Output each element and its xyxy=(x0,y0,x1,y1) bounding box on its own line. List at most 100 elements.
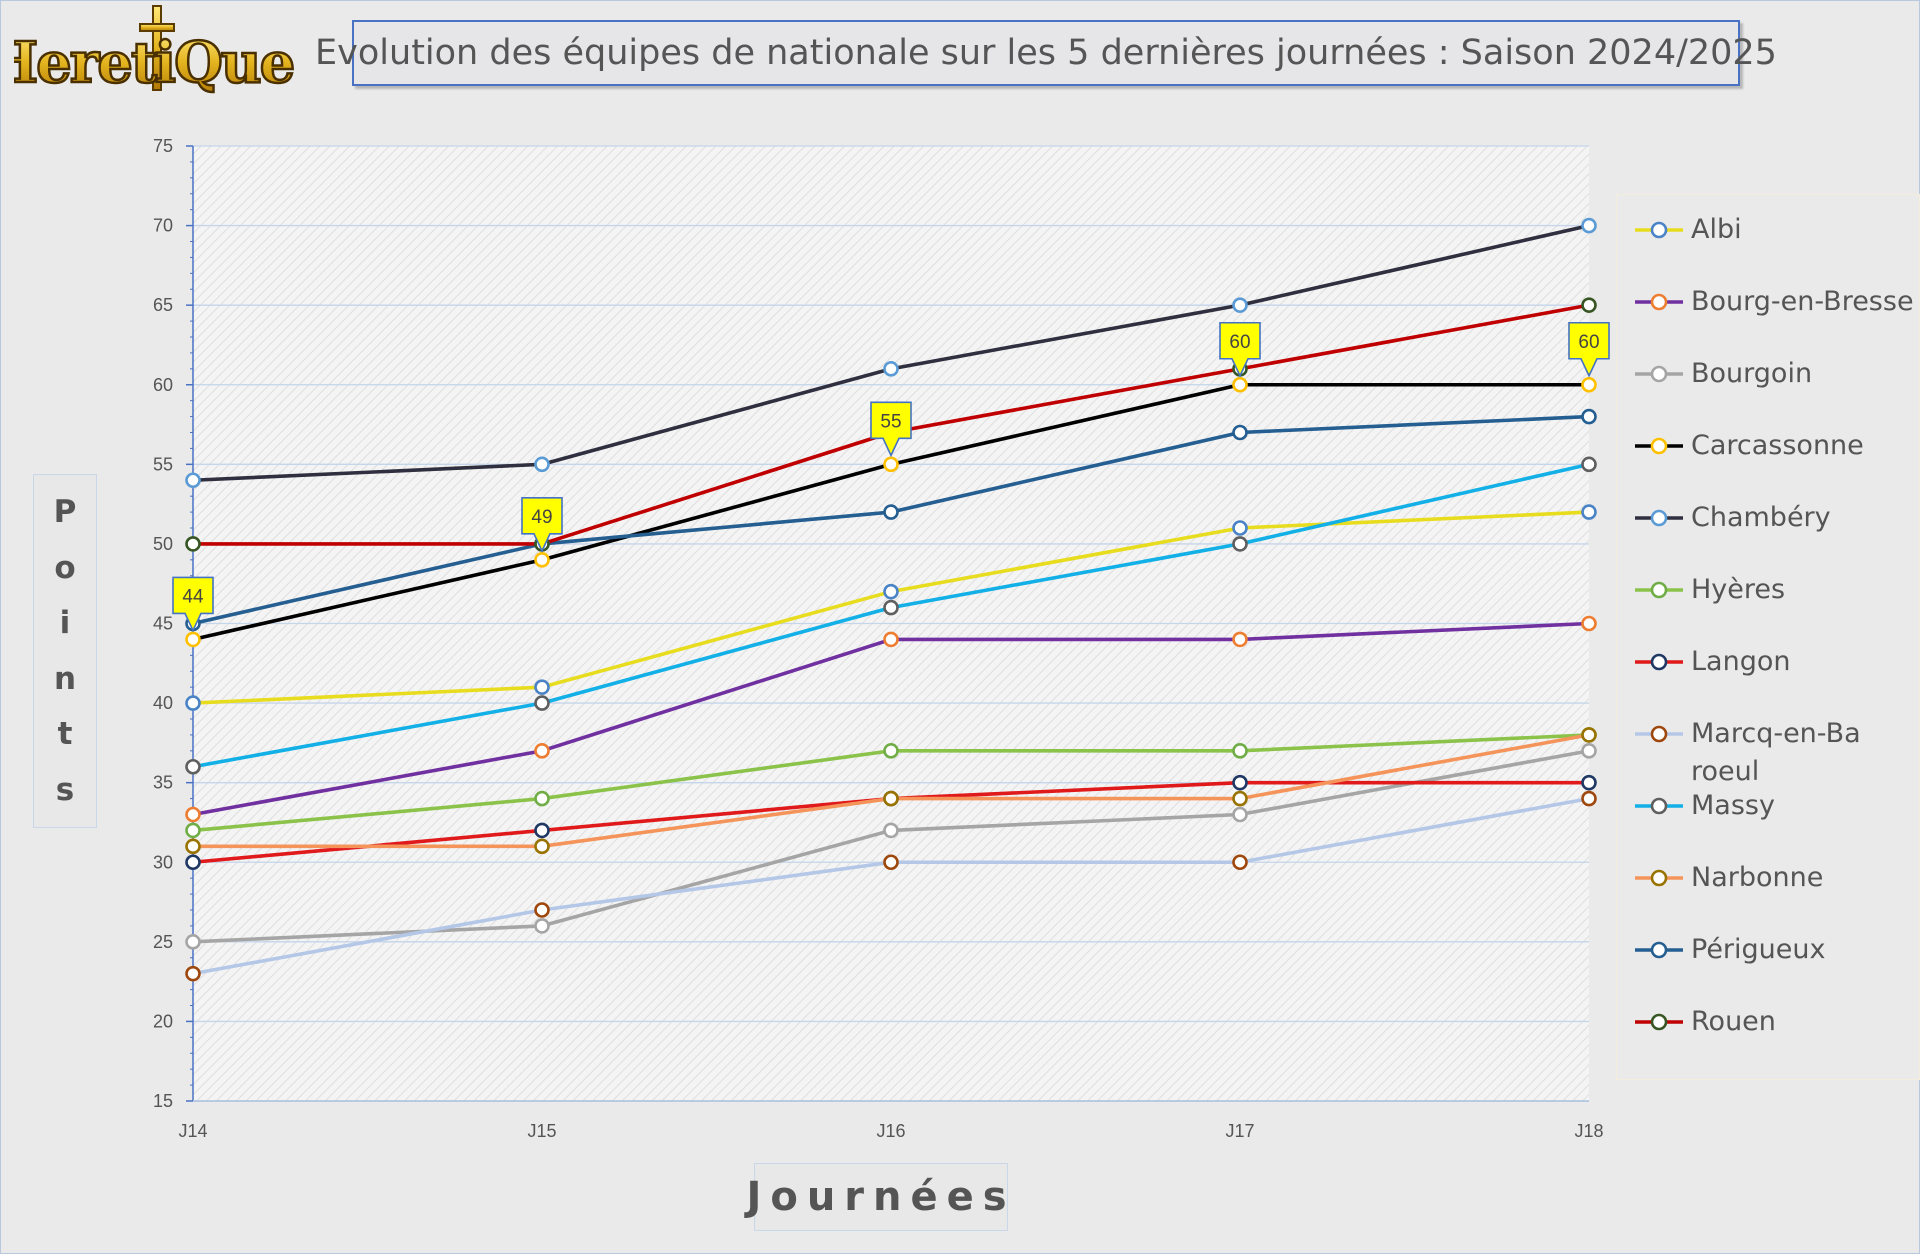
data-point xyxy=(883,599,899,616)
legend-swatch xyxy=(1635,797,1683,815)
legend-item: Périgueux xyxy=(1633,931,1920,969)
data-point xyxy=(883,583,899,600)
data-point xyxy=(883,822,899,839)
y-axis-label: P o i n t s xyxy=(33,474,97,828)
y-tick-label: 35 xyxy=(153,773,173,793)
data-label-callout xyxy=(870,401,912,458)
legend-swatch-marker xyxy=(1650,653,1668,671)
data-point xyxy=(185,806,201,823)
legend-item: Chambéry xyxy=(1633,499,1920,537)
data-point xyxy=(534,679,550,695)
data-label-callout xyxy=(1219,321,1261,378)
y-axis-letter: i xyxy=(59,605,71,642)
chart-title: Evolution des équipes de nationale sur l… xyxy=(315,20,1777,86)
x-tick-label: J17 xyxy=(1225,1121,1254,1141)
y-tick-label: 25 xyxy=(153,932,173,952)
legend-item: Hyères xyxy=(1633,571,1920,609)
data-point xyxy=(883,361,899,377)
data-point xyxy=(185,758,201,775)
legend-label: Hyères xyxy=(1691,574,1786,605)
y-tick-label: 15 xyxy=(153,1091,173,1111)
legend-swatch-marker xyxy=(1650,221,1668,239)
data-point xyxy=(883,790,899,807)
legend-swatch xyxy=(1635,941,1683,959)
legend-swatch-marker xyxy=(1650,365,1668,383)
data-point xyxy=(883,456,899,473)
data-point xyxy=(185,822,201,839)
legend-swatch-marker xyxy=(1650,581,1668,599)
data-label-callout xyxy=(1568,321,1610,378)
data-label: 49 xyxy=(531,507,552,528)
legend-item: Bourg-en-Bresse xyxy=(1633,283,1920,321)
legend-swatch-marker xyxy=(1650,437,1668,455)
y-tick-label: 40 xyxy=(153,693,173,713)
legend-swatch xyxy=(1635,365,1683,383)
y-tick-label: 75 xyxy=(153,136,173,156)
y-axis-letter: o xyxy=(54,549,76,586)
y-axis-letter: n xyxy=(53,660,77,697)
data-point xyxy=(534,838,550,855)
data-point xyxy=(883,743,899,759)
x-axis-label: Journées xyxy=(746,1163,1008,1231)
data-label: 60 xyxy=(1229,332,1250,353)
data-point xyxy=(534,918,550,934)
data-point xyxy=(1581,504,1597,520)
data-point xyxy=(1232,631,1248,648)
x-tick-label: J18 xyxy=(1574,1121,1603,1141)
data-point xyxy=(1232,536,1248,552)
logo-image: HeretiQues xyxy=(0,5,326,97)
y-tick-label: 55 xyxy=(153,454,173,474)
data-point xyxy=(1581,217,1597,234)
legend-swatch-marker xyxy=(1650,293,1668,311)
legend-swatch-marker xyxy=(1650,941,1668,959)
y-tick-label: 30 xyxy=(153,852,173,872)
legend-item: Langon xyxy=(1633,643,1920,681)
x-tick-label: J15 xyxy=(527,1121,556,1141)
data-point xyxy=(185,838,201,855)
legend-label: Langon xyxy=(1691,646,1791,677)
legend-swatch xyxy=(1635,653,1683,671)
data-point xyxy=(534,456,550,473)
data-point xyxy=(534,902,550,918)
data-point xyxy=(1232,774,1248,791)
legend-item: Marcq-en-Baroeul xyxy=(1633,715,1920,791)
data-label: 55 xyxy=(880,411,901,432)
data-point xyxy=(1581,743,1597,759)
data-label: 44 xyxy=(182,586,204,607)
legend-swatch xyxy=(1635,509,1683,527)
data-point xyxy=(534,822,550,839)
x-tick-label: J14 xyxy=(178,1121,207,1141)
data-point xyxy=(1232,743,1248,759)
data-point xyxy=(883,854,899,871)
legend-swatch xyxy=(1635,221,1683,239)
legend-swatch-marker xyxy=(1650,509,1668,527)
legend-item: Rouen xyxy=(1633,1003,1920,1041)
data-point xyxy=(185,934,201,950)
legend-swatch xyxy=(1635,437,1683,455)
data-point xyxy=(1232,376,1248,393)
data-point xyxy=(1581,774,1597,791)
legend-label: Bourg-en-Bresse xyxy=(1691,286,1914,317)
legend-swatch xyxy=(1635,725,1683,743)
y-tick-label: 65 xyxy=(153,295,173,315)
data-point xyxy=(883,631,899,648)
legend-swatch xyxy=(1635,581,1683,599)
data-point xyxy=(1581,615,1597,632)
data-point xyxy=(185,631,201,648)
data-point xyxy=(185,472,201,489)
data-point xyxy=(883,504,899,520)
logo-text: HeretiQues xyxy=(14,30,294,96)
y-axis-letter: P xyxy=(53,494,77,531)
y-tick-label: 50 xyxy=(153,534,173,554)
y-tick-label: 70 xyxy=(153,216,173,236)
data-point xyxy=(185,695,201,711)
data-point xyxy=(185,965,201,982)
legend-label: Rouen xyxy=(1691,1006,1776,1037)
legend-label: Albi xyxy=(1691,214,1742,245)
legend-label: Carcassonne xyxy=(1691,430,1864,461)
legend-item: Massy xyxy=(1633,787,1920,825)
legend-label: Narbonne xyxy=(1691,862,1824,893)
data-point xyxy=(534,552,550,568)
legend-label: Massy xyxy=(1691,790,1775,821)
legend-item: Albi xyxy=(1633,211,1920,249)
